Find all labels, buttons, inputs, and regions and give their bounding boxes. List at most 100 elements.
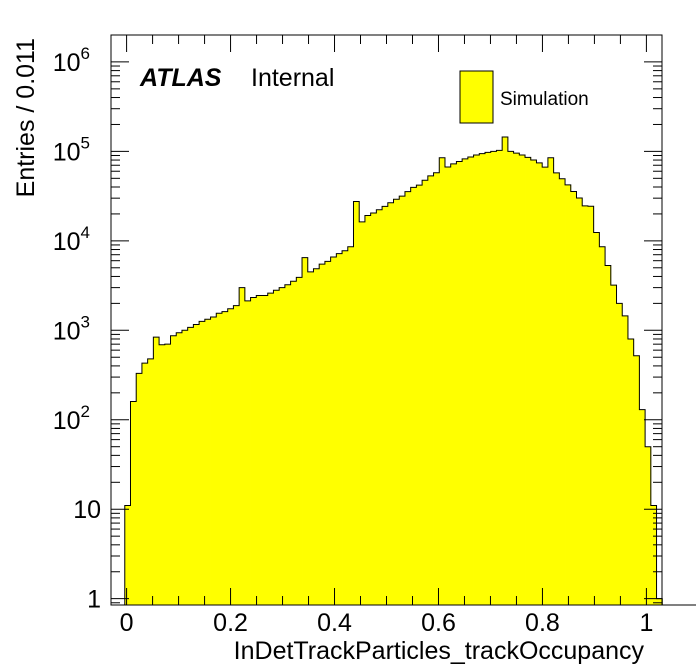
histogram-bar xyxy=(536,162,543,605)
histogram-bar xyxy=(559,178,566,606)
histogram-bar xyxy=(284,284,291,605)
y-axis-label: Entries / 0.011 xyxy=(12,38,40,197)
histogram-bar xyxy=(599,246,606,605)
y-tick-base: 10 xyxy=(53,317,81,345)
histogram-bar xyxy=(302,257,309,605)
histogram-bar xyxy=(553,172,560,605)
histogram-bar xyxy=(467,157,474,606)
histogram-bar xyxy=(370,212,377,605)
histogram-bar xyxy=(353,201,360,605)
x-tick-label: 0.4 xyxy=(317,609,352,637)
histogram-bar xyxy=(650,505,657,605)
histogram-bar xyxy=(656,598,663,605)
histogram-bar xyxy=(164,344,171,605)
histogram-bar xyxy=(627,338,635,605)
histogram-bar xyxy=(610,285,617,605)
histogram-bar xyxy=(399,196,406,605)
histogram-bar xyxy=(342,250,349,605)
histogram-bar xyxy=(176,332,183,605)
y-tick-label: 105 xyxy=(53,133,90,166)
histogram-bar xyxy=(439,157,446,605)
x-tick-label: 0 xyxy=(120,609,134,637)
x-axis-label: InDetTrackParticles_trackOccupancy xyxy=(234,637,645,665)
y-tick-base: 10 xyxy=(53,49,81,77)
histogram-bar xyxy=(181,330,189,605)
histogram-bar xyxy=(593,232,600,605)
y-tick-exponent: 3 xyxy=(81,312,90,331)
histogram-bar xyxy=(221,311,229,605)
y-tick-exponent: 4 xyxy=(81,223,90,242)
x-tick-labels: 0 0.2 0.4 0.6 0.8 1 xyxy=(120,609,654,637)
histogram-bar xyxy=(639,409,646,605)
histogram-bar xyxy=(199,321,206,605)
histogram-bar xyxy=(456,161,463,606)
histogram-bar xyxy=(290,281,297,605)
y-tick-label: 102 xyxy=(53,402,90,435)
histogram-bar xyxy=(404,191,412,605)
histogram-bar xyxy=(296,277,303,605)
histogram-bar xyxy=(159,344,166,605)
y-tick-exponent: 2 xyxy=(81,402,90,421)
histogram-bar xyxy=(422,180,429,606)
y-tick-label: 106 xyxy=(53,44,90,77)
x-tick-label: 1 xyxy=(639,609,653,637)
histogram-bar xyxy=(267,293,274,605)
histogram-bar xyxy=(244,300,251,605)
histogram-bar xyxy=(359,221,366,605)
histogram-bar xyxy=(130,401,137,605)
histogram-bar xyxy=(336,253,343,606)
histogram-bar xyxy=(519,155,526,605)
histogram-bar xyxy=(507,151,514,605)
histogram-bar xyxy=(330,256,337,605)
histogram-bar xyxy=(582,205,589,605)
y-tick-base: 10 xyxy=(53,407,81,435)
histogram-bar xyxy=(444,166,452,605)
histogram-outline xyxy=(124,136,696,606)
y-tick-label: 10 xyxy=(73,496,101,524)
histogram-bar xyxy=(364,215,372,605)
histogram-bar xyxy=(565,184,572,605)
histogram-bar xyxy=(616,303,623,605)
histogram-bar xyxy=(645,446,652,605)
histogram-bar xyxy=(530,160,537,605)
histogram-bar xyxy=(204,319,211,605)
y-tick-label: 104 xyxy=(53,223,90,256)
histogram-bar xyxy=(427,175,434,606)
histogram-bar xyxy=(542,167,549,605)
y-tick-exponent: 5 xyxy=(81,133,90,152)
histogram-bar xyxy=(227,308,234,605)
histogram-bar xyxy=(473,155,480,605)
histogram-bar xyxy=(587,206,595,606)
y-tick-label: 103 xyxy=(53,312,90,345)
y-tick-base: 10 xyxy=(53,138,81,166)
histogram-bar xyxy=(141,363,149,605)
histogram-bar xyxy=(410,187,417,605)
legend-swatch xyxy=(459,70,494,124)
x-tick-label: 0.8 xyxy=(525,609,560,637)
y-tick-exponent: 6 xyxy=(81,44,90,63)
histogram-bar xyxy=(239,287,246,605)
histogram-bar xyxy=(387,202,394,605)
histogram-bar xyxy=(479,153,486,606)
histogram-bar xyxy=(605,265,612,605)
histogram-bar xyxy=(216,313,223,605)
histogram-bar xyxy=(496,150,503,605)
histogram-bar xyxy=(513,153,520,605)
histogram-bar xyxy=(416,185,423,605)
plot-frame xyxy=(110,34,663,606)
histogram-bar xyxy=(450,163,457,605)
histogram-bar xyxy=(570,191,577,605)
histogram-bar xyxy=(262,295,269,605)
histogram-bar xyxy=(633,355,640,605)
histogram-bar xyxy=(279,287,286,605)
histogram-bar xyxy=(347,246,354,605)
histogram-bar xyxy=(490,151,497,605)
histogram-bar xyxy=(187,327,194,605)
histogram-bar xyxy=(313,268,320,605)
y-tick-base: 10 xyxy=(73,496,101,524)
histogram-bars xyxy=(124,136,696,606)
histogram-bar xyxy=(210,316,217,605)
y-tick-base: 1 xyxy=(87,586,101,614)
